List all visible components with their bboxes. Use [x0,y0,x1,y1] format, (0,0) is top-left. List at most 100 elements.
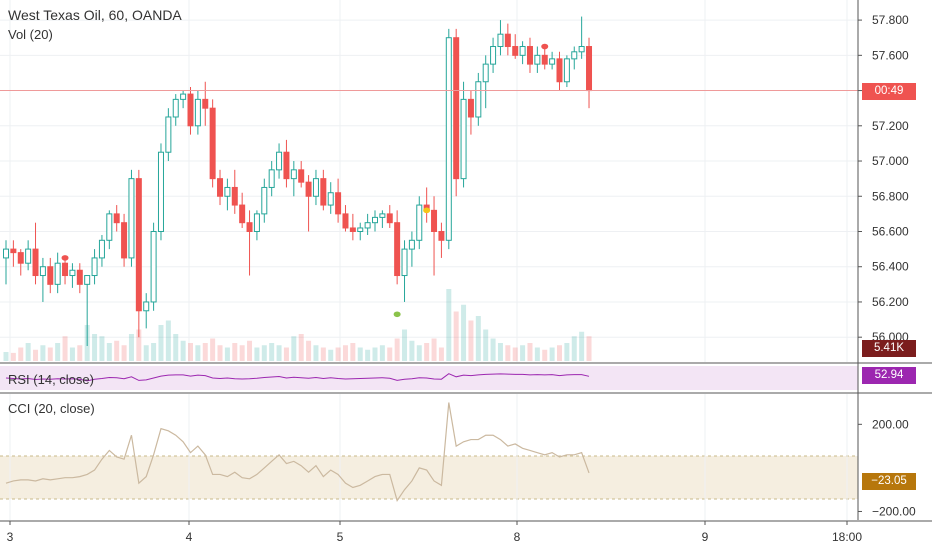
candle-body[interactable] [3,248,9,259]
candle-body[interactable] [497,33,504,48]
candle-body[interactable] [305,181,312,197]
candle-body[interactable] [39,266,46,277]
candle-body[interactable] [342,213,349,229]
candle-body[interactable] [394,222,401,277]
candle-body[interactable] [563,58,570,83]
candle-body[interactable] [320,178,327,206]
candle-body[interactable] [534,54,541,65]
candle-body[interactable] [150,230,157,303]
candle-body[interactable] [556,58,563,83]
candle-body[interactable] [586,46,593,92]
volume-bar [136,329,142,361]
candle-body[interactable] [157,151,164,232]
volume-bar [55,343,61,361]
volume-bar [276,345,282,361]
candle-body[interactable] [143,301,150,312]
candle-body[interactable] [113,213,120,224]
candle-body[interactable] [253,213,260,232]
candle-body[interactable] [364,222,371,229]
candle-body[interactable] [416,204,423,241]
candle-body[interactable] [504,33,511,48]
candle-body[interactable] [121,222,128,259]
candle-body[interactable] [431,209,438,232]
volume-bar [453,311,459,361]
candle-body[interactable] [128,178,135,259]
candle-body[interactable] [578,46,585,53]
rsi-legend[interactable]: RSI (14, close) [8,372,94,387]
cci-axis[interactable]: 200.00 −200.00 [858,417,916,518]
candle-body[interactable] [438,230,445,241]
candle-body[interactable] [135,178,142,312]
candle-body[interactable] [512,46,519,56]
candle-body[interactable] [290,169,297,180]
candle-body[interactable] [335,192,342,215]
volume-bar [165,320,171,361]
candle-body[interactable] [357,227,364,232]
candle-body[interactable] [76,269,83,285]
candle-body[interactable] [490,46,497,65]
candlesticks[interactable] [3,16,593,346]
cci-legend[interactable]: CCI (20, close) [8,401,95,416]
candle-body[interactable] [408,239,415,250]
candle-body[interactable] [98,239,105,259]
candle-body[interactable] [54,262,61,285]
time-axis[interactable]: 3 4 5 8 9 18:00 [7,521,863,544]
candle-body[interactable] [69,269,76,277]
candle-body[interactable] [62,262,69,277]
candle-body[interactable] [268,169,275,188]
candle-body[interactable] [84,275,91,285]
volume-bar [33,349,39,361]
candle-body[interactable] [372,216,378,224]
candle-body[interactable] [401,248,408,277]
candle-body[interactable] [386,213,393,224]
volume-legend[interactable]: Vol (20) [8,27,53,42]
candle-body[interactable] [17,252,24,264]
candle-body[interactable] [32,248,39,277]
candle-body[interactable] [460,98,467,180]
candle-body[interactable] [445,37,452,241]
volume-bar [424,343,430,361]
candle-body[interactable] [10,248,17,254]
candle-body[interactable] [482,63,489,83]
candle-body[interactable] [91,257,98,277]
candle-body[interactable] [261,186,268,215]
candle-body[interactable] [312,178,319,197]
volume-bar [431,338,437,361]
volume-bar [298,334,304,361]
candle-body[interactable] [239,204,246,224]
candle-body[interactable] [298,169,305,183]
candle-body[interactable] [106,213,113,241]
candle-body[interactable] [165,116,172,153]
candle-body[interactable] [327,192,334,206]
candle-body[interactable] [349,227,356,232]
candle-body[interactable] [276,151,283,171]
candle-body[interactable] [231,186,238,206]
candle-body[interactable] [541,54,548,65]
candle-body[interactable] [25,248,32,264]
symbol-title[interactable]: West Texas Oil, 60, OANDA [8,7,182,23]
volume-bar [224,347,230,361]
candle-body[interactable] [194,98,201,127]
candle-body[interactable] [217,178,224,197]
candle-body[interactable] [224,186,231,197]
candle-body[interactable] [379,213,386,218]
candle-body[interactable] [549,58,556,65]
volume-bar [571,336,577,361]
candle-body[interactable] [172,98,179,118]
candle-body[interactable] [571,51,578,60]
candle-body[interactable] [526,46,533,65]
candle-body[interactable] [209,107,216,180]
candle-body[interactable] [467,98,474,118]
candle-body[interactable] [202,98,209,109]
candle-body[interactable] [283,151,290,180]
candle-body[interactable] [246,222,253,232]
candle-body[interactable] [187,93,194,127]
candle-body[interactable] [519,46,526,56]
candle-body[interactable] [180,93,187,100]
price-axis[interactable]: 57.80057.60057.40057.20057.00056.80056.6… [858,13,909,344]
candle-body[interactable] [475,81,482,118]
candle-body[interactable] [47,266,54,285]
rsi-value-badge: 52.94 [862,367,916,384]
candle-body[interactable] [453,37,460,180]
